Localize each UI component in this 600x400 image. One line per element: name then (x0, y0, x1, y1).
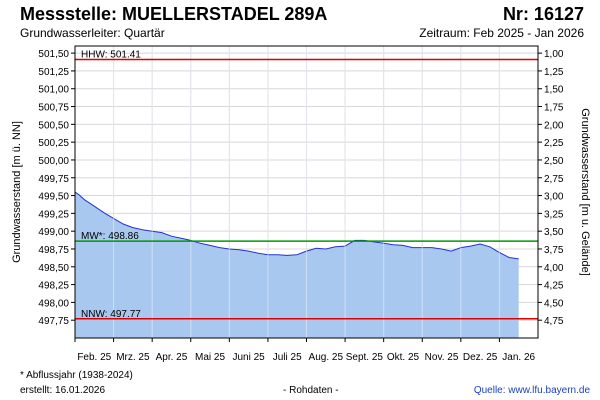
y-tick-label: 500,25 (38, 138, 69, 149)
y-right-tick-label: 3,25 (544, 209, 564, 220)
groundwater-area (75, 192, 519, 338)
y-right-tick-label: 4,50 (544, 298, 564, 309)
x-tick-label: Feb. 25 (77, 352, 111, 363)
x-tick-label: Mrz. 25 (116, 352, 150, 363)
y-tick-label: 500,75 (38, 103, 69, 114)
mw-line-label: MW*: 498.86 (81, 231, 139, 242)
station-number: Nr: 16127 (502, 4, 584, 24)
hhw-line-label: HHW: 501.41 (81, 50, 141, 61)
y-right-axis-title: Grundwasserstand [m u. Gelände] (579, 108, 591, 276)
y-right-tick-label: 3,00 (544, 192, 564, 203)
x-tick-label: Dez. 25 (463, 352, 498, 363)
y-right-tick-label: 1,75 (544, 103, 564, 114)
y-right-tick-label: 1,25 (544, 67, 564, 78)
x-tick-label: Okt. 25 (387, 352, 420, 363)
y-tick-label: 498,00 (38, 298, 69, 309)
y-tick-label: 500,00 (38, 156, 69, 167)
y-tick-label: 499,00 (38, 227, 69, 238)
created-date: erstellt: 16.01.2026 (20, 385, 106, 396)
nnw-line-label: NNW: 497.77 (81, 309, 141, 320)
x-tick-label: Nov. 25 (425, 352, 459, 363)
y-right-tick-label: 3,75 (544, 245, 564, 256)
y-tick-label: 499,25 (38, 209, 69, 220)
x-tick-label: Sept. 25 (346, 352, 384, 363)
y-tick-label: 501,25 (38, 67, 69, 78)
y-axis-title: Grundwasserstand [m ü. NN] (11, 121, 23, 263)
footnote: * Abflussjahr (1938-2024) (20, 370, 133, 381)
source-link[interactable]: Quelle: www.lfu.bayern.de (473, 385, 590, 396)
y-right-tick-label: 2,00 (544, 120, 564, 131)
y-tick-label: 498,50 (38, 263, 69, 274)
x-tick-label: Apr. 25 (156, 352, 188, 363)
y-right-tick-label: 1,00 (544, 49, 564, 60)
y-right-tick-label: 4,25 (544, 281, 564, 292)
x-tick-label: Mai 25 (195, 352, 225, 363)
y-right-tick-label: 2,75 (544, 174, 564, 185)
x-tick-label: Aug. 25 (309, 352, 344, 363)
y-tick-label: 500,50 (38, 120, 69, 131)
y-tick-label: 498,25 (38, 281, 69, 292)
y-right-tick-label: 4,75 (544, 316, 564, 327)
y-tick-label: 497,75 (38, 316, 69, 327)
y-tick-label: 498,75 (38, 245, 69, 256)
y-right-tick-label: 4,00 (544, 263, 564, 274)
station-title: Messstelle: MUELLERSTADEL 289A (20, 4, 328, 24)
x-tick-label: Juni 25 (233, 352, 266, 363)
groundwater-line (74, 191, 519, 260)
y-right-tick-label: 1,50 (544, 85, 564, 96)
y-tick-label: 501,50 (38, 49, 69, 60)
x-tick-label: Jan. 26 (502, 352, 535, 363)
y-tick-label: 499,75 (38, 174, 69, 185)
period-label: Zeitraum: Feb 2025 - Jan 2026 (419, 26, 584, 40)
raw-data-label: - Rohdaten - (283, 385, 339, 396)
y-tick-label: 499,50 (38, 192, 69, 203)
x-tick-label: Juli 25 (273, 352, 302, 363)
y-tick-label: 501,00 (38, 85, 69, 96)
y-right-tick-label: 2,50 (544, 156, 564, 167)
y-right-tick-label: 3,50 (544, 227, 564, 238)
y-right-tick-label: 2,25 (544, 138, 564, 149)
aquifer-label: Grundwasserleiter: Quartär (20, 26, 165, 40)
